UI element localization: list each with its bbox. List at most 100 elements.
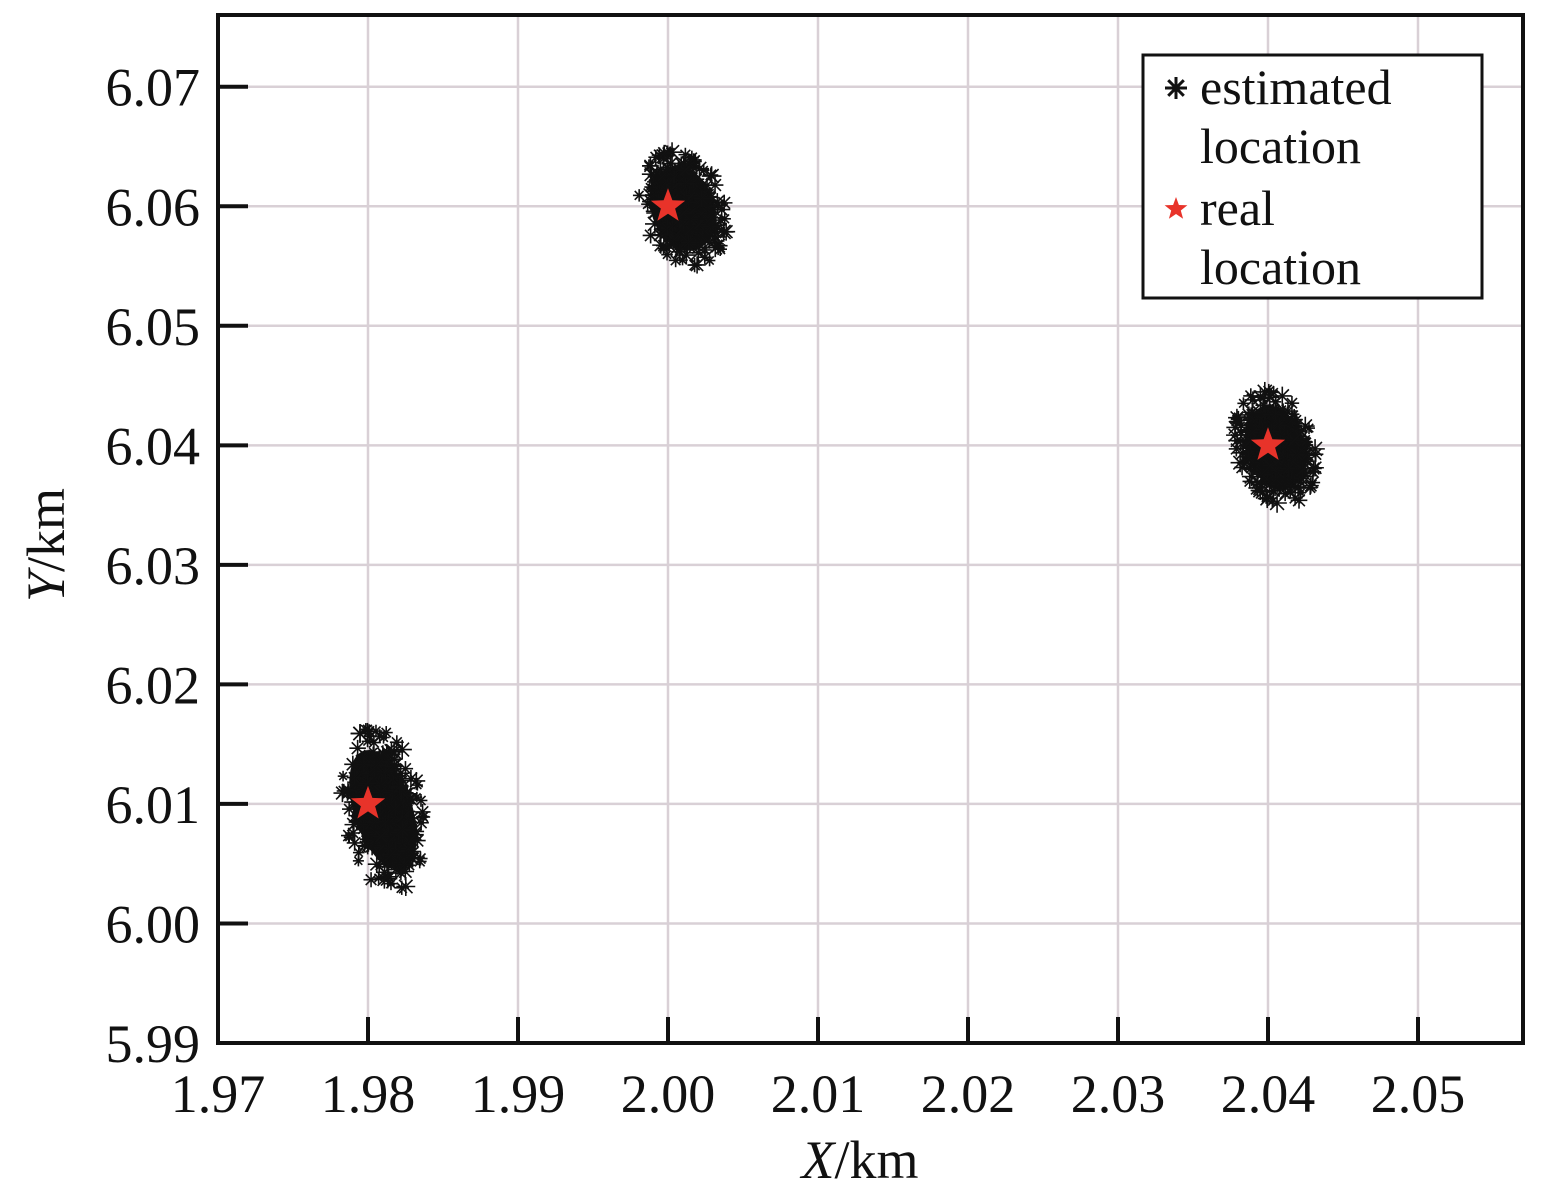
estimated-location-point [687, 257, 702, 273]
asterisk-stroke [369, 766, 380, 777]
estimated-cluster [632, 142, 736, 274]
x-tick-label: 1.98 [321, 1064, 416, 1124]
asterisk-stroke [661, 242, 671, 251]
asterisk-stroke [687, 190, 697, 201]
asterisk-stroke [360, 776, 375, 791]
estimated-location-point [703, 254, 716, 267]
asterisk-stroke [643, 160, 655, 171]
asterisk-stroke [394, 857, 405, 868]
asterisk-stroke [394, 766, 408, 780]
estimated-location-point [394, 880, 409, 895]
asterisk-stroke [384, 843, 394, 853]
asterisk-stroke [668, 171, 680, 183]
estimated-location-point [677, 254, 688, 266]
asterisk-stroke [410, 825, 423, 838]
estimated-location-point [414, 794, 428, 807]
asterisk-stroke [717, 196, 731, 210]
asterisk-stroke [675, 157, 687, 170]
asterisk-stroke [668, 235, 679, 246]
asterisk-stroke [368, 758, 384, 774]
y-tick-label: 6.02 [106, 655, 201, 715]
asterisk-stroke [689, 259, 701, 271]
y-tick-label: 6.04 [106, 416, 201, 476]
asterisk-stroke [703, 210, 719, 226]
asterisk-stroke [380, 818, 390, 828]
estimated-location-point [402, 814, 413, 825]
asterisk-stroke [395, 815, 405, 825]
asterisk-stroke [351, 741, 365, 755]
estimated-location-point [641, 197, 655, 211]
asterisk-stroke [362, 736, 373, 747]
estimated-location-point [392, 739, 412, 760]
estimated-location-point [403, 806, 414, 818]
estimated-location-point [352, 846, 365, 859]
asterisk-stroke [692, 161, 707, 176]
estimated-location-point [333, 784, 352, 803]
asterisk-stroke [355, 754, 370, 769]
asterisk-stroke [700, 199, 714, 214]
estimated-location-point [344, 815, 364, 834]
estimated-location-point [695, 207, 708, 220]
asterisk-stroke [650, 166, 663, 179]
asterisk-stroke [368, 747, 378, 757]
estimated-location-point [642, 159, 656, 173]
asterisk-stroke [699, 251, 711, 263]
axis-ticks: 1.97 1.98 1.99 2.00 2.01 2.02 2.03 2.04 2.05 5.99… [106, 58, 1466, 1124]
asterisk-stroke [704, 255, 715, 266]
estimated-location-point [353, 752, 372, 771]
y-tick-label: 6.07 [106, 58, 201, 118]
asterisk-stroke [343, 803, 355, 815]
estimated-location-point [706, 176, 724, 194]
asterisk-stroke [715, 202, 729, 217]
estimated-location-point [400, 840, 416, 857]
estimated-location-point [667, 170, 682, 184]
estimated-location-point [342, 801, 357, 817]
estimated-location-point [375, 745, 391, 761]
asterisk-stroke [683, 213, 697, 226]
estimated-location-point [390, 777, 409, 796]
estimated-location-point [632, 189, 646, 202]
asterisk-stroke [657, 171, 668, 183]
estimated-location-point [386, 751, 403, 768]
asterisk-stroke [391, 736, 403, 748]
asterisk-stroke [699, 165, 709, 175]
estimated-location-point [406, 844, 421, 859]
asterisk-stroke [357, 757, 371, 772]
asterisk-stroke [398, 858, 411, 871]
estimated-location-point [361, 735, 374, 748]
asterisk-stroke [692, 197, 708, 213]
y-tick-label: 6.00 [106, 894, 201, 954]
asterisk-stroke [653, 228, 667, 242]
estimated-location-point [372, 828, 390, 845]
asterisk-stroke [685, 225, 695, 235]
estimated-location-point [359, 723, 373, 737]
estimated-location-point [396, 877, 416, 896]
estimated-location-point [343, 831, 355, 843]
asterisk-stroke [375, 840, 389, 855]
asterisk-stroke [353, 856, 363, 866]
estimated-location-point [393, 820, 412, 839]
asterisk-stroke [335, 786, 350, 801]
asterisk-stroke [1269, 495, 1285, 511]
asterisk-stroke [404, 771, 418, 786]
asterisk-stroke [661, 166, 671, 176]
y-tick-label: 6.06 [106, 177, 201, 237]
asterisk-stroke [693, 219, 705, 231]
asterisk-stroke [679, 149, 691, 161]
asterisk-stroke [401, 842, 415, 855]
asterisk-stroke [662, 250, 672, 260]
estimated-location-point [374, 869, 394, 889]
estimated-location-point [337, 770, 349, 782]
estimated-location-point [708, 236, 728, 256]
asterisk-stroke [394, 742, 410, 757]
asterisk-stroke [338, 771, 348, 781]
estimated-location-point [366, 755, 387, 776]
estimated-location-point [680, 234, 697, 251]
asterisk-stroke [687, 206, 697, 217]
estimated-location-point [379, 817, 392, 829]
estimated-location-point [660, 241, 672, 252]
y-tick-label: 5.99 [106, 1014, 201, 1074]
asterisk-stroke [678, 255, 687, 265]
estimated-location-point [713, 200, 731, 219]
estimated-location-point [697, 164, 710, 176]
